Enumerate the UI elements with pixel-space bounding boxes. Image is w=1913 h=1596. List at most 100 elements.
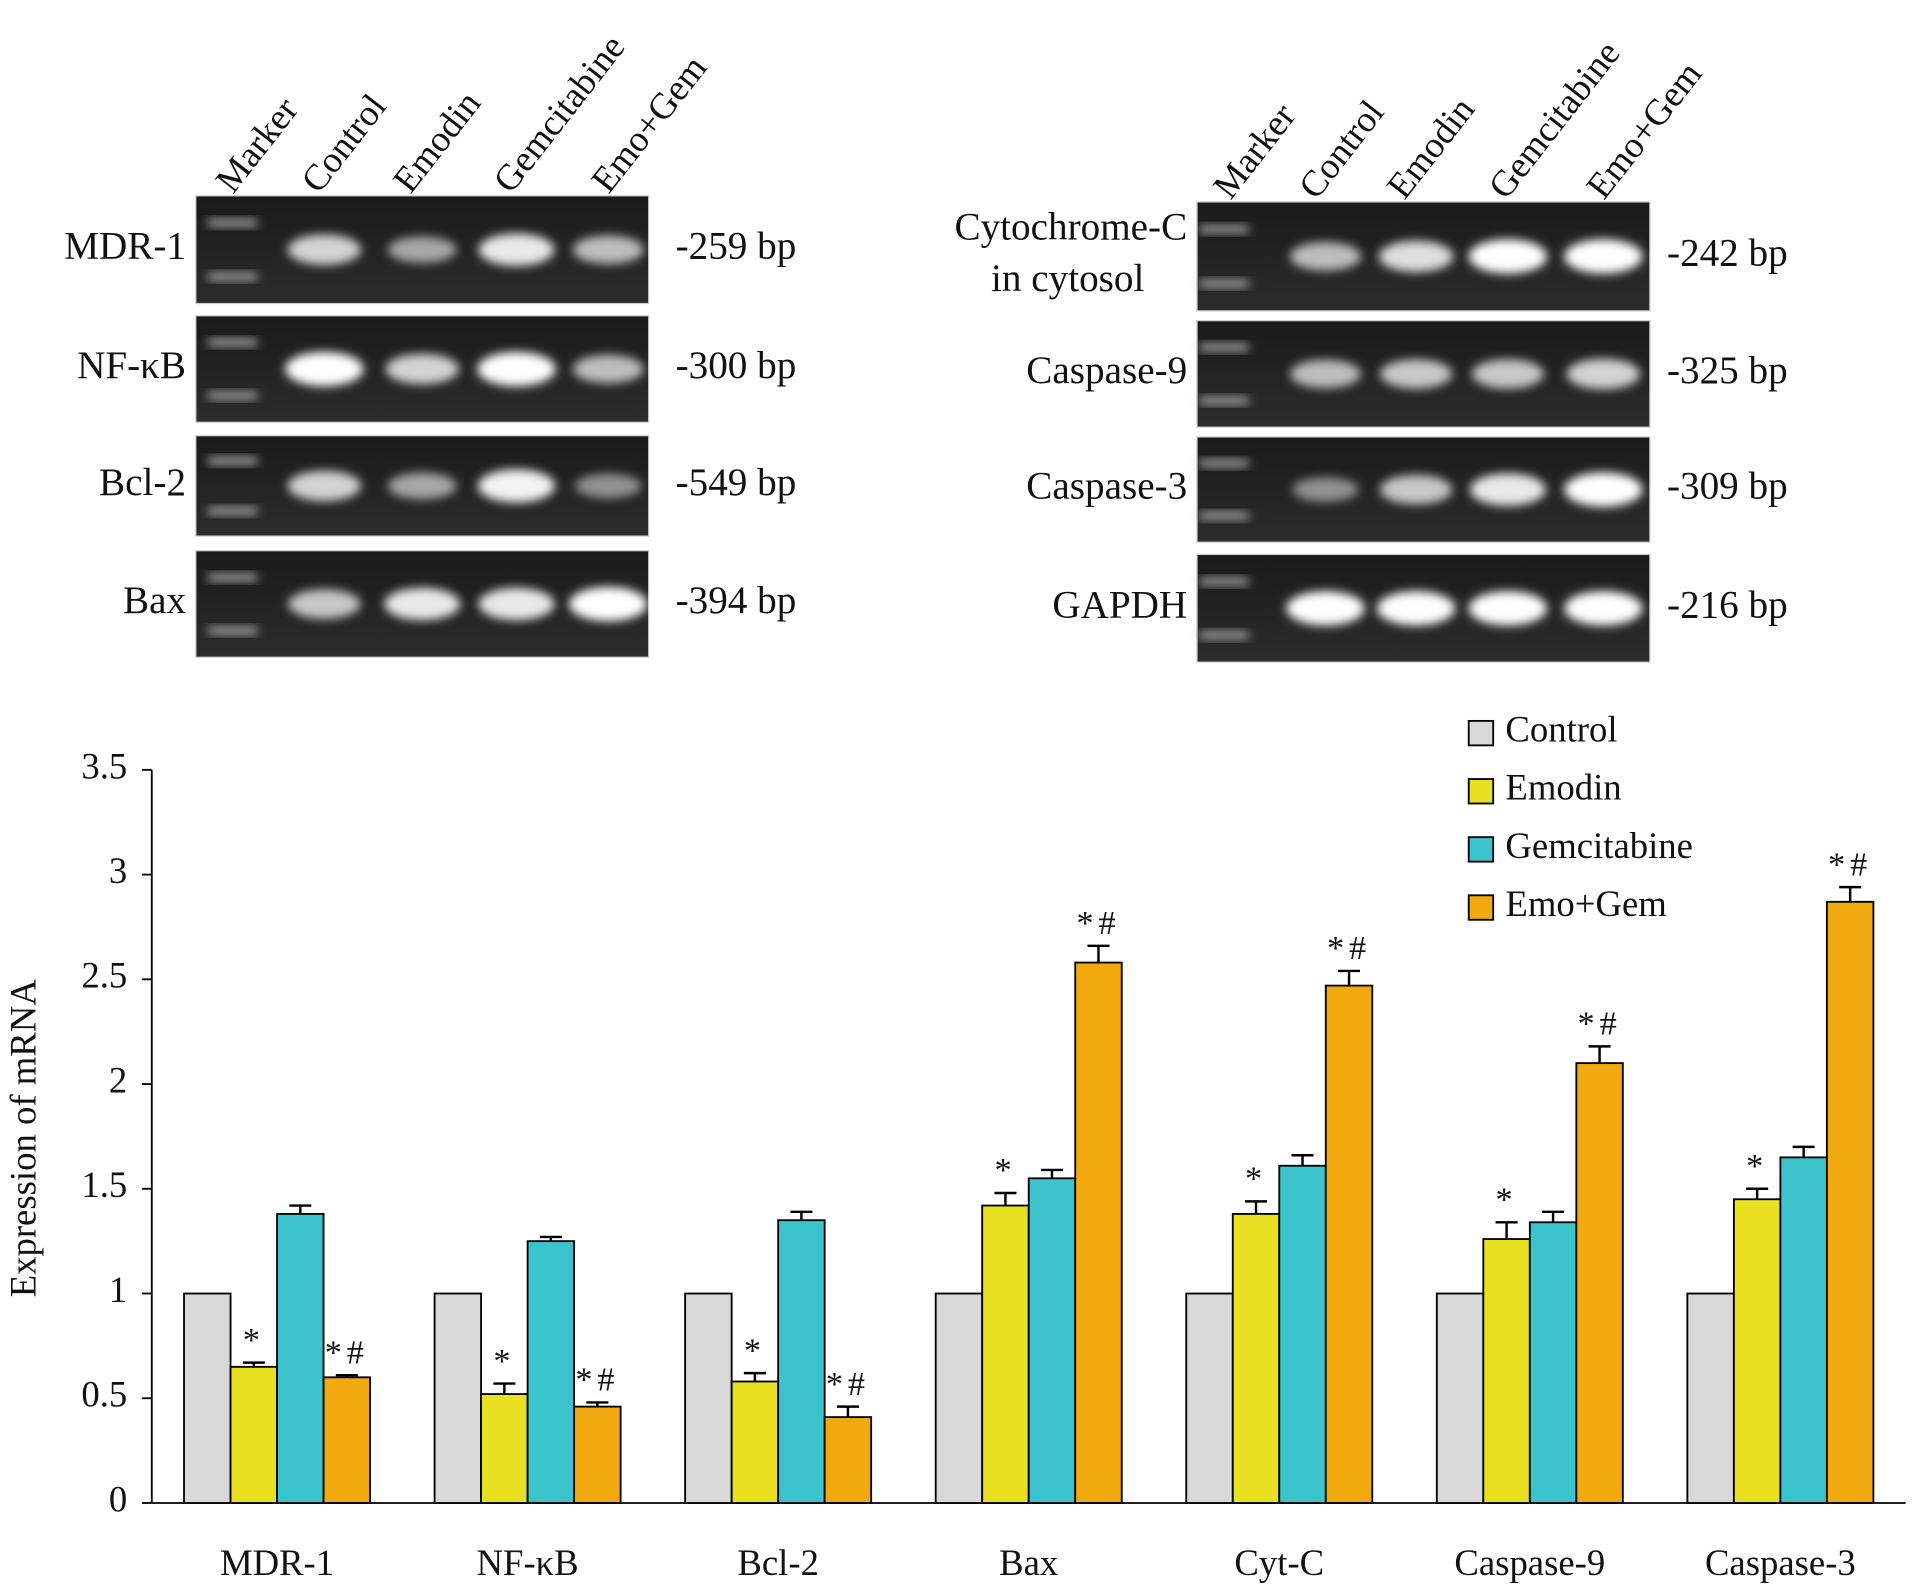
- marker-band: [208, 272, 258, 281]
- bar: [1074, 961, 1123, 1504]
- gel-band: [285, 351, 364, 387]
- gel-band: [478, 587, 555, 621]
- significance-label: *#: [1076, 904, 1120, 942]
- bar: [1185, 1292, 1234, 1504]
- marker-band: [1199, 631, 1249, 639]
- x-tick-label: NF-κB: [477, 1542, 579, 1583]
- band-size: -216 bp: [1667, 583, 1788, 626]
- bar: [229, 1365, 278, 1504]
- legend-swatch: [1467, 719, 1495, 747]
- marker-band: [208, 338, 258, 347]
- marker-band: [1199, 279, 1249, 288]
- bar: [1732, 1198, 1782, 1504]
- bar: [322, 1376, 371, 1504]
- marker-band: [208, 626, 258, 635]
- gel-band: [1379, 474, 1453, 505]
- gel-band: [1376, 591, 1456, 626]
- bar: [480, 1393, 529, 1504]
- lane-label: Marker: [207, 89, 306, 199]
- gel-band: [1290, 359, 1362, 389]
- legend-label: Gemcitabine: [1505, 825, 1693, 866]
- lane-label: Emodin: [1378, 89, 1482, 206]
- gel-band: [287, 470, 362, 502]
- row-label: Caspase-3: [1026, 465, 1187, 508]
- bar: [1482, 1238, 1531, 1504]
- bar: [730, 1380, 780, 1504]
- marker-band: [208, 391, 258, 400]
- gel-band: [1468, 239, 1548, 274]
- gel-band: [1286, 591, 1365, 626]
- marker-band: [208, 573, 258, 582]
- legend-label: Control: [1505, 709, 1617, 750]
- gel-band: [477, 469, 556, 503]
- band-size: -300 bp: [676, 344, 797, 387]
- band-size: -242 bp: [1667, 231, 1788, 274]
- row-label: in cytosol: [991, 257, 1144, 300]
- band-size: -259 bp: [676, 225, 797, 268]
- gel-band: [1469, 473, 1546, 506]
- gel-band: [1468, 591, 1548, 626]
- gel-band: [478, 233, 555, 266]
- marker-band: [1199, 512, 1249, 520]
- bar: [433, 1292, 483, 1504]
- bar: [1575, 1062, 1624, 1504]
- bar: [981, 1204, 1030, 1504]
- band-size: -549 bp: [676, 461, 797, 504]
- band-size: -325 bp: [1667, 349, 1788, 392]
- legend-label: Emo+Gem: [1505, 883, 1666, 924]
- bar: [823, 1416, 873, 1504]
- gel-band: [477, 351, 556, 387]
- marker-band: [1199, 225, 1249, 233]
- bar: [526, 1240, 576, 1504]
- row-label: MDR-1: [64, 225, 186, 268]
- bar: [276, 1213, 325, 1504]
- row-label: Cytochrome-C: [954, 206, 1187, 249]
- bar: [1435, 1292, 1485, 1504]
- row-label: Bax: [123, 579, 186, 622]
- significance-label: *#: [1578, 1005, 1622, 1043]
- y-tick-label: 3: [109, 850, 127, 891]
- significance-label: *: [243, 1321, 265, 1359]
- lane-label: Marker: [1205, 96, 1304, 206]
- marker-band: [1199, 577, 1249, 586]
- x-tick-label: Caspase-3: [1705, 1542, 1856, 1583]
- gel-band: [1379, 359, 1453, 389]
- significance-label: *#: [1828, 845, 1872, 883]
- gel-band: [1378, 240, 1454, 273]
- gel-band: [569, 586, 648, 622]
- marker-band: [1199, 396, 1249, 405]
- band-size: -309 bp: [1667, 465, 1788, 508]
- x-tick-label: Cyt-C: [1234, 1542, 1324, 1583]
- bar: [1324, 984, 1374, 1504]
- significance-label: *#: [575, 1361, 619, 1399]
- y-tick-label: 1: [109, 1269, 127, 1310]
- significance-label: *: [1746, 1147, 1768, 1185]
- lane-label: Emodin: [385, 83, 489, 200]
- row-label: Caspase-9: [1026, 349, 1187, 392]
- significance-label: *: [1245, 1160, 1267, 1198]
- significance-label: *: [1496, 1181, 1518, 1219]
- y-tick-label: 2: [109, 1059, 127, 1100]
- bar: [1528, 1221, 1578, 1504]
- gel-band: [1471, 359, 1544, 389]
- gel-band: [1564, 472, 1643, 507]
- significance-label: *: [744, 1331, 766, 1369]
- row-label: NF-κB: [77, 344, 186, 387]
- legend-swatch: [1467, 894, 1495, 921]
- gel-band: [387, 472, 457, 500]
- x-tick-label: Caspase-9: [1454, 1542, 1605, 1583]
- gel-band: [287, 234, 362, 265]
- band-size: -394 bp: [676, 579, 797, 622]
- marker-band: [208, 507, 258, 515]
- lane-label: Control: [1290, 92, 1391, 206]
- row-label: GAPDH: [1052, 583, 1187, 626]
- bar: [1779, 1156, 1828, 1504]
- x-tick-label: Bcl-2: [737, 1542, 819, 1583]
- legend-swatch: [1467, 836, 1495, 863]
- significance-label: *: [493, 1342, 515, 1380]
- significance-label: *: [994, 1151, 1016, 1189]
- legend-label: Emodin: [1505, 767, 1621, 808]
- significance-label: *#: [1327, 929, 1371, 967]
- significance-label: *#: [826, 1365, 870, 1403]
- bar: [934, 1292, 984, 1504]
